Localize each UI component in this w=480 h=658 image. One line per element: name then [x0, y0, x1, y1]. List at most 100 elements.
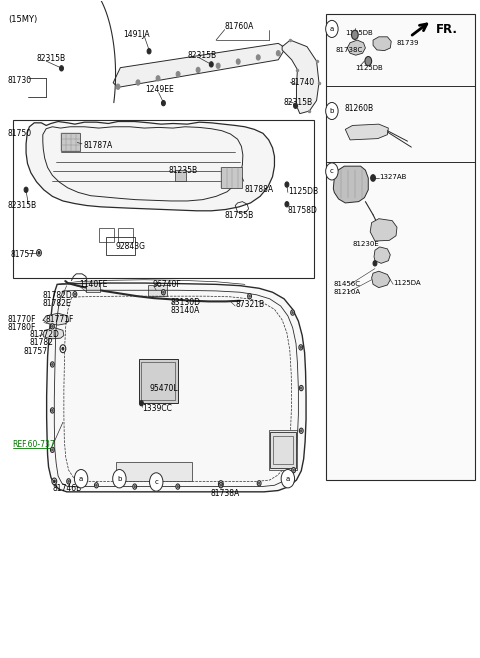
Circle shape [176, 72, 180, 77]
Text: 81235B: 81235B [168, 166, 197, 174]
Text: 1339CC: 1339CC [142, 404, 172, 413]
Circle shape [292, 468, 296, 473]
Text: b: b [117, 476, 121, 482]
Circle shape [50, 324, 54, 329]
Text: 81738A: 81738A [210, 489, 240, 497]
Circle shape [249, 295, 250, 297]
Circle shape [292, 312, 293, 314]
Text: 82315B: 82315B [283, 98, 312, 107]
Circle shape [276, 51, 280, 56]
Circle shape [258, 482, 260, 484]
Circle shape [50, 447, 54, 453]
Circle shape [134, 486, 135, 488]
Circle shape [300, 387, 302, 389]
Text: 82315B: 82315B [8, 201, 37, 210]
Text: FR.: FR. [436, 23, 458, 36]
Text: 81760A: 81760A [225, 22, 254, 32]
Circle shape [209, 62, 213, 67]
Text: REF.60-737: REF.60-737 [12, 440, 55, 449]
FancyBboxPatch shape [175, 170, 186, 180]
Text: 87321B: 87321B [235, 299, 264, 309]
Polygon shape [43, 328, 64, 339]
Text: 81757: 81757 [10, 249, 35, 259]
Text: 82315B: 82315B [187, 51, 216, 60]
Text: 81750: 81750 [8, 129, 32, 138]
Circle shape [161, 290, 165, 295]
Circle shape [52, 449, 53, 451]
Text: 81770F: 81770F [8, 315, 36, 324]
Circle shape [52, 326, 53, 328]
Circle shape [371, 174, 375, 181]
Text: 81758D: 81758D [288, 207, 318, 215]
Text: 83130D: 83130D [170, 298, 201, 307]
Text: (15MY): (15MY) [8, 14, 37, 24]
Text: 81739: 81739 [397, 40, 420, 46]
Circle shape [248, 293, 252, 299]
Circle shape [52, 478, 57, 484]
Text: a: a [286, 476, 290, 482]
Circle shape [50, 408, 54, 413]
Text: 92843G: 92843G [116, 242, 145, 251]
Text: 81456C: 81456C [333, 282, 360, 288]
Text: 81755B: 81755B [225, 211, 254, 220]
Circle shape [325, 20, 338, 38]
Circle shape [73, 291, 77, 297]
Polygon shape [373, 37, 391, 51]
Circle shape [36, 249, 41, 256]
Circle shape [216, 63, 220, 68]
Circle shape [373, 261, 377, 266]
Circle shape [74, 293, 75, 295]
Circle shape [218, 481, 223, 487]
Circle shape [281, 470, 295, 488]
Text: 95470L: 95470L [149, 384, 178, 393]
Text: 1327AB: 1327AB [379, 174, 406, 180]
FancyBboxPatch shape [326, 14, 475, 480]
Polygon shape [113, 43, 286, 88]
Circle shape [133, 484, 137, 489]
Circle shape [38, 251, 40, 254]
Text: a: a [79, 476, 83, 482]
Text: 81746B: 81746B [52, 484, 82, 493]
Text: 81780F: 81780F [8, 323, 36, 332]
Circle shape [52, 409, 53, 411]
Text: c: c [154, 479, 158, 485]
Polygon shape [374, 247, 390, 263]
Circle shape [60, 345, 66, 353]
Polygon shape [26, 122, 275, 211]
Circle shape [74, 470, 88, 488]
Text: c: c [330, 168, 334, 174]
Circle shape [257, 481, 261, 486]
Polygon shape [282, 40, 319, 114]
Text: 81782: 81782 [29, 338, 53, 347]
Circle shape [219, 483, 223, 488]
Circle shape [116, 84, 120, 89]
Circle shape [300, 346, 301, 348]
Circle shape [50, 362, 54, 367]
Circle shape [196, 67, 200, 72]
Circle shape [236, 59, 240, 64]
Text: b: b [330, 108, 334, 114]
Circle shape [294, 103, 298, 109]
Circle shape [136, 80, 140, 85]
Circle shape [365, 57, 372, 66]
Text: 81787A: 81787A [83, 141, 112, 149]
Polygon shape [347, 40, 365, 55]
Circle shape [161, 101, 165, 106]
Circle shape [351, 30, 358, 39]
Circle shape [300, 430, 302, 432]
Polygon shape [47, 283, 306, 492]
Circle shape [24, 187, 28, 192]
Circle shape [60, 66, 63, 71]
Text: 1249EE: 1249EE [145, 86, 174, 95]
Text: 1140FE: 1140FE [80, 280, 108, 289]
Text: a: a [330, 26, 334, 32]
Circle shape [95, 483, 98, 488]
Text: 81788A: 81788A [245, 186, 274, 194]
Polygon shape [372, 271, 390, 288]
Text: 1125DB: 1125DB [355, 65, 383, 71]
Text: 1125DB: 1125DB [345, 30, 373, 36]
FancyBboxPatch shape [139, 359, 178, 403]
Circle shape [293, 469, 294, 471]
Text: 81782E: 81782E [42, 299, 71, 308]
Circle shape [256, 55, 260, 60]
